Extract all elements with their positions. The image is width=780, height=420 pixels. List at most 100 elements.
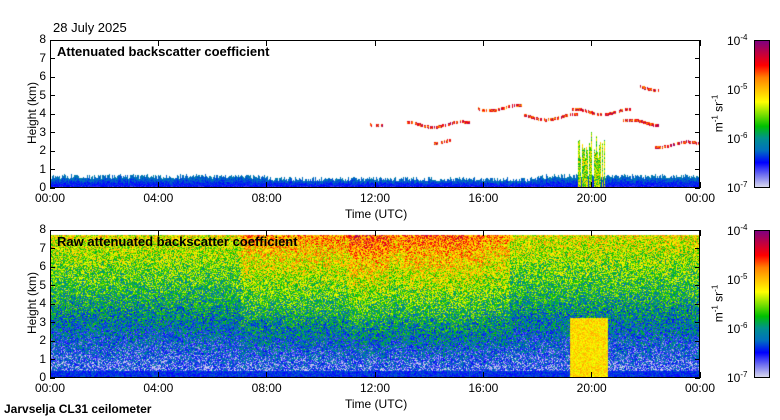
y-tick (695, 229, 700, 231)
colorbar-tick-label: 10-5 (727, 82, 748, 97)
y-axis-label: Height (km) (25, 272, 39, 335)
y-tick (50, 266, 55, 268)
y-tick-label: 2 (39, 333, 46, 347)
y-tick-label: 8 (39, 222, 46, 236)
y-tick (50, 248, 55, 249)
x-tick (49, 230, 51, 236)
y-tick (695, 76, 700, 78)
x-tick (699, 182, 701, 188)
y-tick (695, 150, 700, 152)
x-axis-label: Time (UTC) (345, 397, 408, 411)
colorbar (754, 230, 770, 378)
backscatter-panel: Attenuated backscatter coefficient (50, 40, 700, 188)
y-tick (695, 377, 700, 379)
y-tick (50, 76, 55, 78)
x-tick-label: 00:00 (34, 191, 66, 205)
x-tick (482, 372, 484, 378)
y-tick (50, 377, 55, 379)
y-tick (695, 58, 700, 59)
x-tick (49, 372, 51, 378)
x-tick-label: 00:00 (684, 381, 716, 395)
colorbar-tick-label: 10-6 (727, 131, 748, 146)
x-tick (266, 230, 268, 236)
y-tick (50, 132, 55, 133)
raw-backscatter-heatmap (51, 231, 699, 377)
x-tick (374, 372, 376, 378)
x-tick (157, 40, 159, 46)
y-tick-label: 0 (39, 180, 46, 194)
y-tick (50, 285, 55, 286)
y-tick (50, 95, 55, 96)
y-tick-label: 0 (39, 370, 46, 384)
x-tick (591, 182, 593, 188)
y-tick (695, 95, 700, 96)
y-tick-label: 4 (39, 106, 46, 120)
y-tick (695, 285, 700, 286)
y-tick-label: 5 (39, 277, 46, 292)
x-tick-label: 16:00 (468, 381, 499, 395)
y-tick (50, 340, 55, 342)
x-tick (49, 182, 51, 188)
y-tick (695, 340, 700, 342)
date-label: 28 July 2025 (53, 20, 127, 35)
y-tick (695, 322, 700, 323)
x-tick-label: 16:00 (468, 191, 499, 205)
panel-title: Attenuated backscatter coefficient (57, 44, 270, 59)
colorbar-tick-label: 10-6 (727, 321, 748, 336)
x-tick (591, 40, 593, 46)
x-tick-label: 20:00 (576, 381, 607, 395)
y-tick-label: 5 (39, 87, 46, 102)
colorbar-tick-label: 10-4 (727, 33, 748, 48)
y-tick-label: 2 (39, 143, 46, 157)
x-tick (591, 230, 593, 236)
x-tick (266, 372, 268, 378)
x-tick (482, 182, 484, 188)
x-tick-label: 12:00 (359, 381, 391, 395)
y-tick (695, 248, 700, 249)
x-tick (699, 40, 701, 46)
y-tick (695, 303, 700, 305)
colorbar-tick-label: 10-7 (727, 370, 748, 385)
x-tick (374, 40, 376, 46)
y-axis-label: Height (km) (25, 82, 39, 145)
colorbar-units: m-1 sr-1 (710, 94, 726, 133)
x-tick-label: 04:00 (143, 381, 174, 395)
y-tick (695, 132, 700, 133)
y-tick (50, 169, 55, 170)
y-tick (50, 113, 55, 115)
x-tick-label: 12:00 (359, 191, 391, 205)
y-tick-label: 6 (39, 69, 46, 83)
x-tick (699, 372, 701, 378)
y-tick-label: 6 (39, 259, 46, 273)
raw-backscatter-panel: Raw attenuated backscatter coefficient (50, 230, 700, 378)
y-tick (50, 322, 55, 323)
y-tick-label: 7 (39, 240, 46, 255)
y-tick (695, 187, 700, 189)
y-tick (50, 150, 55, 152)
y-tick (50, 359, 55, 360)
y-tick (695, 169, 700, 170)
y-tick (50, 39, 55, 41)
x-tick-label: 08:00 (251, 191, 282, 205)
x-tick-label: 20:00 (576, 191, 607, 205)
y-tick-label: 4 (39, 296, 46, 310)
x-tick-label: 00:00 (34, 381, 66, 395)
instrument-label: Jarvselja CL31 ceilometer (4, 402, 152, 416)
y-tick-label: 3 (39, 314, 46, 329)
x-tick (482, 40, 484, 46)
x-tick-label: 04:00 (143, 191, 174, 205)
y-tick (50, 229, 55, 231)
y-tick-label: 3 (39, 124, 46, 139)
x-tick (157, 372, 159, 378)
y-tick (50, 303, 55, 305)
y-tick (50, 187, 55, 189)
colorbar-tick-label: 10-7 (727, 180, 748, 195)
x-tick-label: 00:00 (684, 191, 716, 205)
x-axis-label: Time (UTC) (345, 207, 408, 221)
x-tick (266, 182, 268, 188)
y-tick-label: 1 (39, 161, 46, 176)
backscatter-heatmap (51, 41, 699, 187)
x-tick (591, 372, 593, 378)
y-tick (695, 266, 700, 268)
